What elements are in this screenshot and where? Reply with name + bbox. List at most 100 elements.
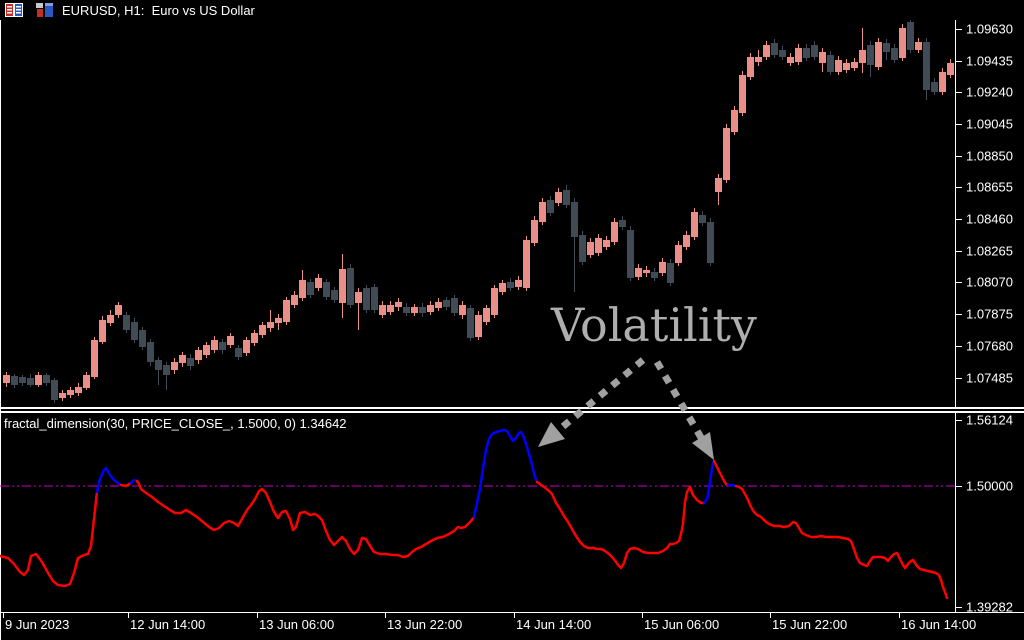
price-tick xyxy=(955,346,962,347)
candle xyxy=(115,302,122,318)
candle xyxy=(899,24,906,61)
price-axis-label: 1.08655 xyxy=(966,179,1013,195)
candle xyxy=(779,46,786,60)
price-tick xyxy=(955,251,962,252)
candle xyxy=(667,259,674,286)
candle xyxy=(723,124,730,183)
price-tick xyxy=(955,219,962,220)
candle xyxy=(219,339,226,354)
candle xyxy=(299,270,306,301)
indicator-axis-label: 1.56124 xyxy=(966,412,1013,428)
time-axis-border xyxy=(0,612,1024,613)
candle xyxy=(155,357,162,385)
indicator-segment-red xyxy=(734,484,949,600)
candle xyxy=(307,279,314,298)
candle xyxy=(499,280,506,295)
candle xyxy=(699,211,706,226)
candle xyxy=(595,234,602,256)
candle xyxy=(587,238,594,258)
candle xyxy=(475,311,482,340)
candle xyxy=(771,39,778,58)
candle xyxy=(619,216,626,230)
price-tick xyxy=(955,187,962,188)
candle xyxy=(171,358,178,374)
candle xyxy=(683,231,690,250)
candle xyxy=(947,59,954,78)
candle xyxy=(195,347,202,364)
candle xyxy=(515,276,522,290)
indicator-segment-blue xyxy=(95,466,123,494)
candle xyxy=(83,372,90,390)
candle xyxy=(203,342,210,358)
time-tick xyxy=(385,612,386,618)
candle xyxy=(75,383,82,396)
time-tick xyxy=(899,612,900,618)
price-axis-label: 1.08265 xyxy=(966,243,1013,259)
candle xyxy=(787,53,794,66)
candle xyxy=(419,303,426,317)
price-axis-label: 1.09240 xyxy=(966,84,1013,100)
indicator-segment-blue xyxy=(702,459,716,505)
candle xyxy=(715,174,722,205)
candle xyxy=(427,301,434,315)
price-axis-label: 1.08850 xyxy=(966,148,1013,164)
candle xyxy=(643,266,650,277)
candle xyxy=(531,216,538,246)
candle xyxy=(507,278,514,291)
arrow-head xyxy=(692,432,714,460)
candle xyxy=(483,305,490,325)
candle xyxy=(243,337,250,356)
candle xyxy=(339,254,346,318)
candle xyxy=(35,372,42,387)
time-axis-label: 15 Jun 22:00 xyxy=(772,617,848,632)
price-axis-label: 1.09045 xyxy=(966,116,1013,132)
price-axis-label: 1.07875 xyxy=(966,306,1013,322)
chart-title: EURUSD, H1: Euro vs US Dollar xyxy=(62,3,255,18)
candle xyxy=(123,312,130,333)
candle xyxy=(571,198,578,292)
candle xyxy=(411,304,418,316)
price-tick xyxy=(955,92,962,93)
time-axis-label: 12 Jun 14:00 xyxy=(130,617,206,632)
candle xyxy=(635,264,642,280)
indicator-tick xyxy=(955,420,962,421)
candle xyxy=(3,372,10,387)
indicator-axis-label: 1.39282 xyxy=(966,599,1013,615)
fractal-dimension-line[interactable] xyxy=(0,428,955,600)
candle xyxy=(755,50,762,66)
candle xyxy=(803,44,810,61)
candle xyxy=(763,41,770,60)
candle xyxy=(491,285,498,318)
candle xyxy=(467,305,474,341)
candle xyxy=(915,38,922,53)
candle xyxy=(443,297,450,310)
candle xyxy=(347,264,354,308)
arrow-shaft xyxy=(557,357,646,432)
time-tick xyxy=(770,612,771,618)
indicator-segment-red xyxy=(535,480,706,570)
time-tick xyxy=(642,612,643,618)
candle xyxy=(403,303,410,316)
arrow-shaft xyxy=(653,360,707,443)
candle xyxy=(363,285,370,313)
price-axis-label: 1.09630 xyxy=(966,21,1013,37)
candle xyxy=(211,336,218,353)
axis-ticks xyxy=(3,29,962,618)
time-axis-label: 9 Jun 2023 xyxy=(5,617,70,632)
candle xyxy=(627,226,634,281)
indicator-tick xyxy=(955,486,962,487)
candle xyxy=(131,318,138,343)
price-tick xyxy=(955,378,962,379)
candlestick-series[interactable] xyxy=(3,18,954,403)
price-tick xyxy=(955,29,962,30)
candle xyxy=(659,258,666,276)
candle xyxy=(795,44,802,65)
candle xyxy=(675,241,682,266)
volatility-annotation[interactable]: Volatility xyxy=(551,298,757,352)
indicator-axis-border xyxy=(955,413,956,612)
candle xyxy=(395,298,402,311)
panel-divider-bottom xyxy=(0,411,1024,413)
candle xyxy=(235,345,242,360)
